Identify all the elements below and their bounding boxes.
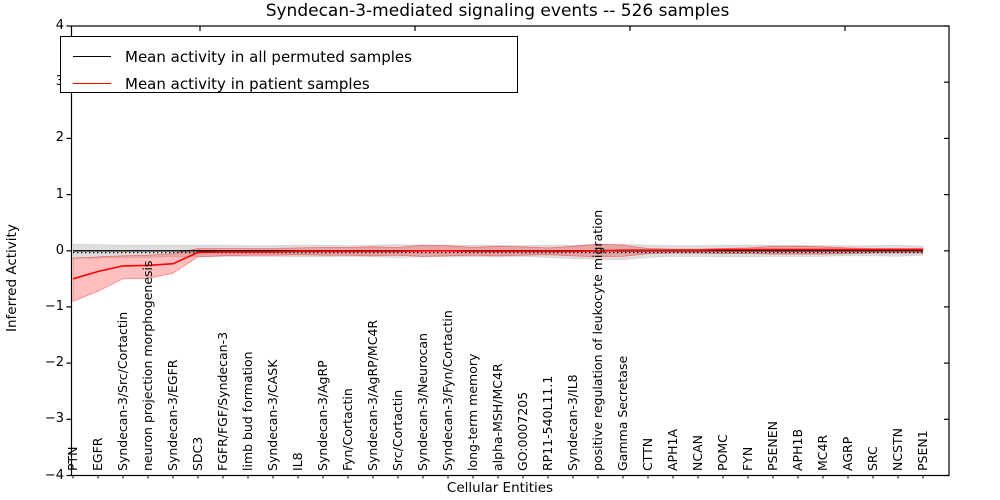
x-tick-label: FGFR/FGF/Syndecan-3	[215, 331, 230, 471]
y-tick-label: 3	[28, 75, 64, 89]
y-axis-label: Inferred Activity	[4, 224, 20, 332]
x-tick-label: IL8	[290, 452, 305, 471]
legend-line-permuted-icon	[73, 56, 111, 57]
x-tick-label: APH1A	[665, 429, 680, 471]
x-tick-label: Syndecan-3/IL8	[565, 374, 580, 471]
x-tick-label: SDC3	[190, 436, 205, 471]
x-axis-label: Cellular Entities	[446, 480, 554, 496]
y-tick-label: −3	[44, 411, 64, 426]
x-tick-label: NCAN	[690, 435, 705, 471]
x-tick-label: Fyn/Cortactin	[340, 388, 355, 471]
x-tick-label: NCSTN	[890, 428, 905, 471]
x-tick-label: positive regulation of leukocyte migrati…	[590, 209, 605, 471]
y-tick-label: −4	[44, 468, 64, 483]
x-tick-label: FYN	[740, 446, 755, 471]
y-tick-label: 4	[55, 18, 64, 33]
y-tick-label: 1	[55, 187, 64, 202]
y-tick-label: −1	[44, 299, 64, 314]
x-tick-label: Gamma Secretase	[615, 355, 630, 471]
line-patient-mean	[72, 248, 923, 280]
chart-title: Syndecan-3-mediated signaling events -- …	[265, 1, 730, 21]
x-tick-label: Syndecan-3/Src/Cortactin	[115, 311, 130, 471]
y-tick-label: 2	[55, 130, 64, 145]
x-tick-label: Syndecan-3/Neurocan	[415, 333, 430, 471]
x-tick-label: long-term memory	[465, 353, 480, 471]
x-tick-label: GO:0007205	[515, 391, 530, 471]
x-tick-label: POMC	[715, 434, 730, 471]
y-tick-label: 0	[55, 243, 64, 258]
x-tick-label: limb bud formation	[240, 351, 255, 471]
x-tick-label: Syndecan-3/AgRP	[315, 360, 330, 471]
y-tick-label: −2	[44, 355, 64, 370]
x-tick-label: PSENEN	[765, 421, 780, 471]
x-tick-label: neuron projection morphogenesis	[140, 260, 155, 471]
legend-line-patient-icon	[73, 83, 111, 84]
x-tick-label: alpha-MSH/MC4R	[490, 363, 505, 471]
legend: Mean activity in all permuted samples Me…	[60, 36, 518, 93]
x-tick-label: RP11-540L11.1	[540, 375, 555, 471]
x-tick-label: AGRP	[840, 436, 855, 471]
x-tick-label: PSEN1	[915, 430, 930, 471]
x-tick-label: Src/Cortactin	[390, 389, 405, 471]
x-tick-label: CTTN	[640, 437, 655, 471]
x-tick-label: Syndecan-3/EGFR	[165, 359, 180, 471]
x-tick-label: MC4R	[815, 434, 830, 471]
x-tick-label: APH1B	[790, 428, 805, 471]
x-tick-label: SRC	[865, 446, 880, 471]
legend-item-permuted: Mean activity in all permuted samples	[61, 43, 517, 70]
x-tick-label: PTN	[65, 446, 80, 471]
x-tick-label: Syndecan-3/Fyn/Cortactin	[440, 310, 455, 471]
x-tick-label: Syndecan-3/CASK	[265, 359, 280, 471]
legend-label-patient: Mean activity in patient samples	[125, 74, 370, 93]
x-tick-label: Syndecan-3/AgRP/MC4R	[365, 319, 380, 471]
x-tick-label: EGFR	[90, 437, 105, 471]
legend-item-patient: Mean activity in patient samples	[61, 70, 517, 97]
legend-label-permuted: Mean activity in all permuted samples	[125, 47, 412, 66]
